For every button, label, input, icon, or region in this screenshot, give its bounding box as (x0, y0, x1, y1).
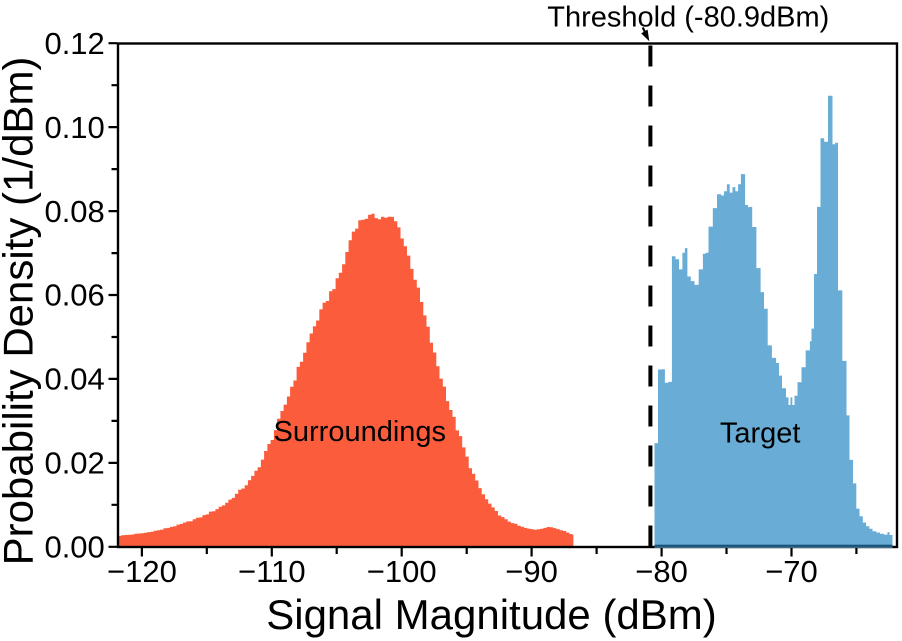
svg-text:0.08: 0.08 (44, 194, 104, 229)
svg-text:−80: −80 (635, 554, 688, 589)
svg-text:Threshold (-80.9dBm): Threshold (-80.9dBm) (547, 2, 829, 34)
svg-text:0.04: 0.04 (44, 362, 104, 397)
svg-text:Surroundings: Surroundings (274, 416, 447, 448)
svg-text:0.12: 0.12 (44, 26, 104, 61)
svg-text:−120: −120 (107, 554, 177, 589)
svg-text:−90: −90 (505, 554, 558, 589)
svg-text:−110: −110 (238, 554, 306, 589)
svg-text:0.02: 0.02 (44, 446, 104, 481)
svg-text:0.00: 0.00 (44, 530, 104, 565)
svg-text:−70: −70 (765, 554, 818, 589)
svg-text:Probability Density (1/dBm): Probability Density (1/dBm) (0, 57, 42, 566)
svg-text:0.06: 0.06 (44, 278, 104, 313)
svg-text:Target: Target (720, 417, 801, 449)
svg-text:−100: −100 (367, 554, 437, 589)
svg-text:Signal Magnitude (dBm): Signal Magnitude (dBm) (266, 591, 717, 638)
svg-text:0.10: 0.10 (44, 110, 104, 145)
